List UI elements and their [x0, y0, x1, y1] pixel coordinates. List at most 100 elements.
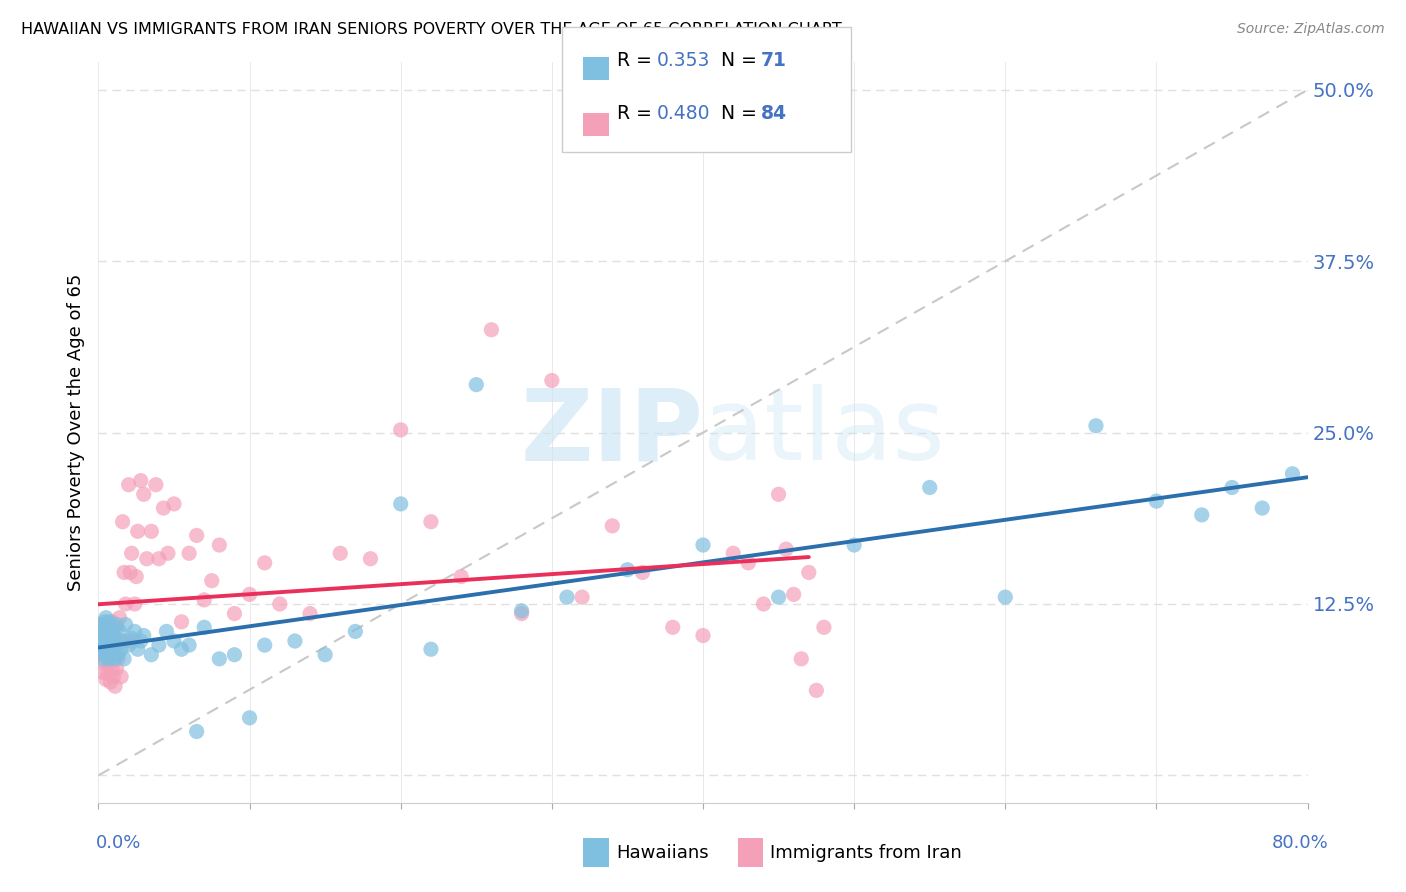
Text: 84: 84	[761, 103, 786, 123]
Point	[156, 546, 179, 560]
Point	[208, 538, 231, 552]
Text: N =: N =	[721, 51, 763, 70]
Point	[737, 556, 759, 570]
Point	[103, 642, 125, 657]
Point	[105, 620, 128, 634]
Point	[105, 661, 128, 675]
Point	[1281, 467, 1303, 481]
Point	[170, 642, 193, 657]
Point	[179, 638, 201, 652]
Point	[389, 423, 412, 437]
Text: 0.0%: 0.0%	[96, 834, 141, 852]
Point	[110, 670, 132, 684]
Point	[124, 597, 146, 611]
Point	[193, 593, 215, 607]
Point	[179, 546, 201, 560]
Text: R =: R =	[617, 51, 658, 70]
Text: R =: R =	[617, 103, 658, 123]
Point	[299, 607, 322, 621]
Point	[110, 634, 132, 648]
Point	[98, 617, 121, 632]
Point	[100, 675, 122, 690]
Point	[602, 519, 624, 533]
Point	[420, 642, 443, 657]
Point	[132, 487, 155, 501]
Point	[100, 638, 122, 652]
Point	[141, 648, 163, 662]
Point	[465, 377, 488, 392]
Point	[253, 638, 276, 652]
Text: Hawaiians: Hawaiians	[616, 844, 709, 862]
Point	[103, 670, 125, 684]
Point	[118, 477, 141, 491]
Point	[104, 632, 127, 646]
Point	[89, 638, 111, 652]
Point	[110, 642, 132, 657]
Point	[193, 620, 215, 634]
Point	[127, 524, 149, 539]
Point	[186, 528, 208, 542]
Point	[420, 515, 443, 529]
Point	[101, 661, 124, 675]
Point	[148, 551, 170, 566]
Point	[96, 642, 118, 657]
Point	[170, 615, 193, 629]
Point	[1144, 494, 1167, 508]
Point	[98, 634, 121, 648]
Text: HAWAIIAN VS IMMIGRANTS FROM IRAN SENIORS POVERTY OVER THE AGE OF 65 CORRELATION : HAWAIIAN VS IMMIGRANTS FROM IRAN SENIORS…	[21, 22, 842, 37]
Point	[90, 632, 112, 646]
Y-axis label: Seniors Poverty Over the Age of 65: Seniors Poverty Over the Age of 65	[66, 274, 84, 591]
Point	[844, 538, 866, 552]
Point	[100, 624, 122, 639]
Point	[91, 617, 114, 632]
Point	[112, 566, 135, 580]
Point	[122, 634, 145, 648]
Point	[239, 587, 262, 601]
Point	[148, 638, 170, 652]
Point	[692, 538, 714, 552]
Point	[103, 628, 125, 642]
Point	[104, 652, 127, 666]
Point	[105, 617, 128, 632]
Point	[94, 645, 117, 659]
Point	[1085, 418, 1108, 433]
Text: ZIP: ZIP	[520, 384, 703, 481]
Point	[89, 617, 111, 632]
Point	[224, 607, 246, 621]
Point	[284, 634, 307, 648]
Point	[224, 648, 246, 662]
Point	[90, 648, 112, 662]
Point	[112, 652, 135, 666]
Point	[91, 617, 114, 632]
Point	[124, 624, 146, 639]
Point	[89, 638, 111, 652]
Point	[93, 615, 115, 629]
Point	[239, 711, 262, 725]
Point	[163, 634, 186, 648]
Point	[127, 642, 149, 657]
Point	[125, 569, 148, 583]
Point	[90, 638, 112, 652]
Text: Source: ZipAtlas.com: Source: ZipAtlas.com	[1237, 22, 1385, 37]
Point	[510, 604, 533, 618]
Point	[111, 515, 134, 529]
Point	[107, 652, 129, 666]
Point	[752, 597, 775, 611]
Point	[571, 590, 593, 604]
Point	[129, 474, 152, 488]
Point	[918, 480, 941, 494]
Text: Immigrants from Iran: Immigrants from Iran	[770, 844, 962, 862]
Point	[94, 648, 117, 662]
Point	[481, 323, 503, 337]
Point	[806, 683, 828, 698]
Point	[135, 551, 157, 566]
Point	[108, 610, 131, 624]
Point	[631, 566, 654, 580]
Point	[768, 590, 790, 604]
Point	[120, 566, 142, 580]
Point	[94, 632, 117, 646]
Point	[101, 628, 124, 642]
Point	[790, 652, 813, 666]
Point	[163, 497, 186, 511]
Text: 71: 71	[761, 51, 786, 70]
